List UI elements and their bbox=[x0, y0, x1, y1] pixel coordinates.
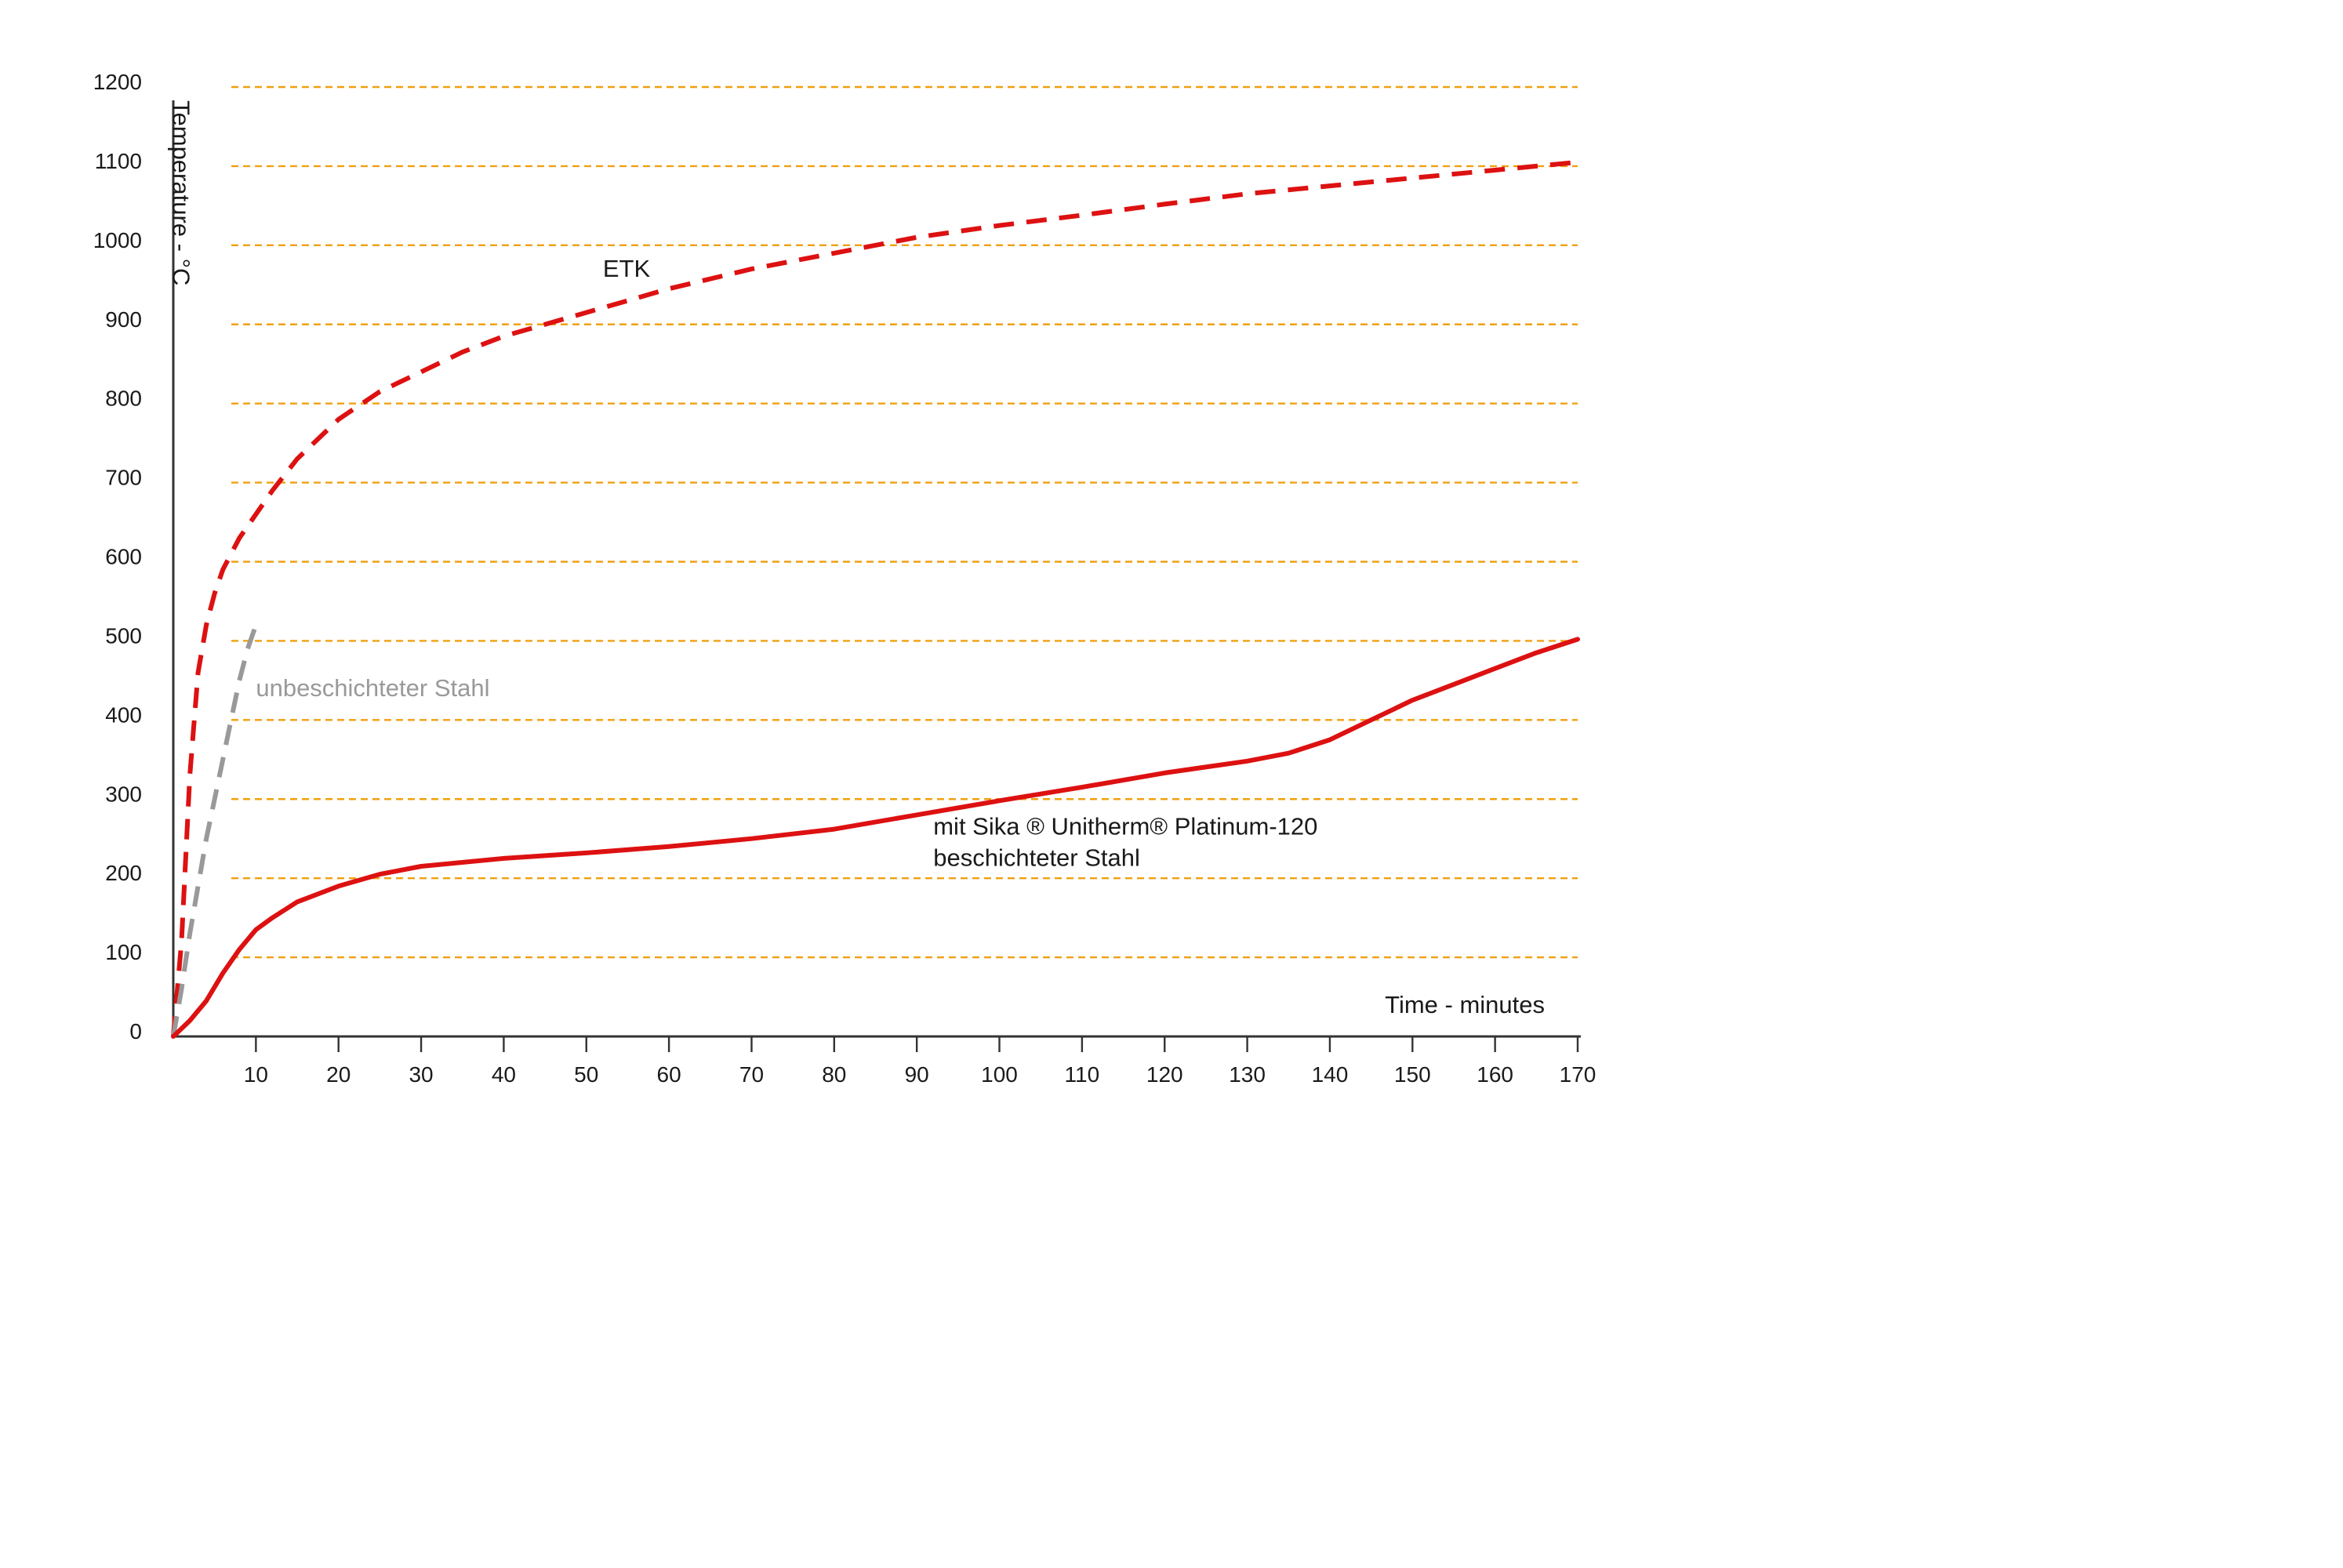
x-tick-label-140: 140 bbox=[1312, 1062, 1349, 1087]
x-tick-label-10: 10 bbox=[244, 1062, 268, 1087]
series-line-1 bbox=[171, 624, 259, 1037]
series-label-1-line-0: unbeschichteter Stahl bbox=[256, 674, 489, 702]
y-tick-label-0: 0 bbox=[129, 1019, 142, 1044]
series-label-0-line-0: ETK bbox=[603, 255, 651, 282]
x-tick-label-80: 80 bbox=[822, 1062, 846, 1087]
grid-lines bbox=[231, 85, 1578, 959]
x-tick-label-130: 130 bbox=[1229, 1062, 1266, 1087]
y-tick-label-1200: 1200 bbox=[93, 70, 142, 94]
x-tick-label-20: 20 bbox=[326, 1062, 351, 1087]
x-tick-label-150: 150 bbox=[1394, 1062, 1431, 1087]
series-labels: ETK unbeschichteter Stahl mit Sika ® Unith… bbox=[256, 255, 1317, 871]
x-tick-label-70: 70 bbox=[739, 1062, 764, 1087]
y-tick-label-300: 300 bbox=[105, 782, 142, 806]
x-tick-label-100: 100 bbox=[981, 1062, 1018, 1087]
y-tick-label-800: 800 bbox=[105, 387, 142, 411]
y-tick-label-600: 600 bbox=[105, 545, 142, 569]
x-tick-label-170: 170 bbox=[1560, 1062, 1597, 1087]
x-tick-label-50: 50 bbox=[574, 1062, 598, 1087]
x-tick-label-60: 60 bbox=[657, 1062, 681, 1087]
x-tick-label-40: 40 bbox=[492, 1062, 516, 1087]
tick-labels: 10 20 30 40 50 60 70 80 90 100 110 120 130 140 150 160 1… bbox=[93, 70, 1597, 1087]
y-tick-label-400: 400 bbox=[105, 702, 142, 727]
x-axis-title: Time - minutes bbox=[1385, 991, 1545, 1018]
y-axis-title: Temperature - °C bbox=[168, 100, 195, 285]
series-label-2-line-1: beschichteter Stahl bbox=[933, 844, 1140, 872]
y-tick-label-1000: 1000 bbox=[93, 228, 142, 252]
y-tick-label-900: 900 bbox=[105, 307, 142, 332]
x-tick-label-30: 30 bbox=[409, 1062, 433, 1087]
x-tick-label-120: 120 bbox=[1146, 1062, 1183, 1087]
x-tick-label-110: 110 bbox=[1065, 1062, 1100, 1087]
y-tick-label-200: 200 bbox=[105, 861, 142, 885]
series-line-2 bbox=[171, 637, 1580, 1039]
y-tick-label-100: 100 bbox=[105, 940, 142, 964]
axes bbox=[172, 100, 1581, 1038]
y-tick-label-1100: 1100 bbox=[95, 149, 142, 173]
y-tick-label-700: 700 bbox=[105, 466, 142, 490]
x-tick-label-90: 90 bbox=[905, 1062, 929, 1087]
series-label-2-line-0: mit Sika ® Unitherm® Platinum-120 bbox=[933, 813, 1317, 840]
series-line-0 bbox=[171, 159, 1578, 1037]
x-tick-label-160: 160 bbox=[1477, 1062, 1513, 1087]
series-lines bbox=[171, 159, 1580, 1039]
y-tick-label-500: 500 bbox=[105, 623, 142, 648]
